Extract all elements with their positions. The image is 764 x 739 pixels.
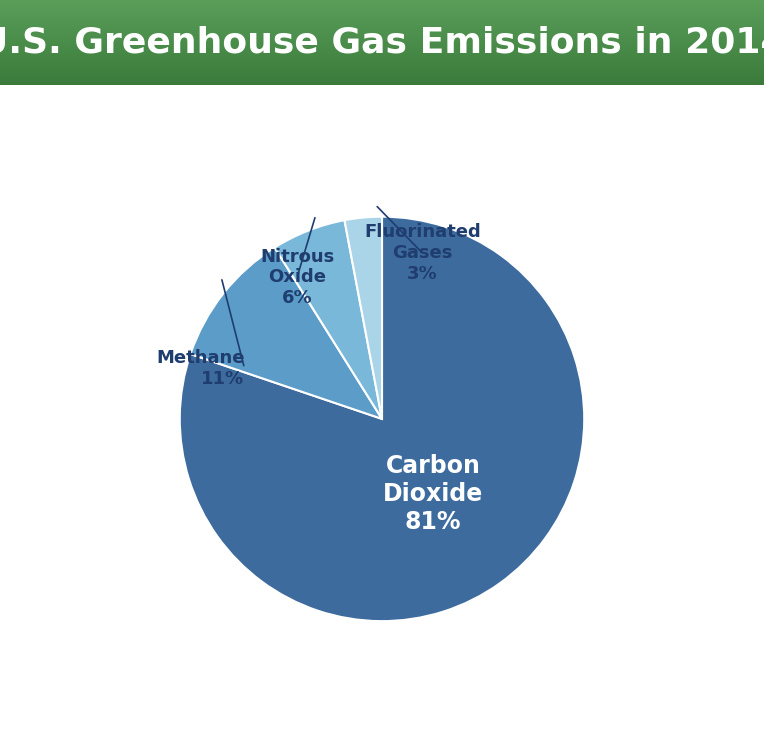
Bar — [0, 6, 764, 7]
Bar — [0, 26, 764, 27]
Bar — [0, 62, 764, 63]
Bar — [0, 5, 764, 6]
Bar — [0, 32, 764, 33]
Bar — [0, 72, 764, 73]
Bar — [0, 15, 764, 16]
Bar — [0, 78, 764, 79]
Bar — [0, 11, 764, 12]
Wedge shape — [274, 220, 382, 419]
Bar — [0, 0, 764, 1]
Bar — [0, 51, 764, 52]
Bar — [0, 13, 764, 15]
Text: Methane
11%: Methane 11% — [156, 349, 244, 388]
Text: Carbon
Dioxide
81%: Carbon Dioxide 81% — [383, 454, 484, 534]
Bar — [0, 52, 764, 53]
Wedge shape — [180, 217, 584, 621]
Bar — [0, 67, 764, 68]
Bar — [0, 84, 764, 85]
Bar — [0, 77, 764, 78]
Bar — [0, 12, 764, 13]
Bar — [0, 8, 764, 10]
Bar — [0, 16, 764, 17]
Bar — [0, 83, 764, 84]
Bar — [0, 22, 764, 23]
Bar — [0, 35, 764, 36]
Bar — [0, 47, 764, 49]
Bar — [0, 41, 764, 42]
Bar — [0, 2, 764, 4]
Bar — [0, 34, 764, 35]
Bar — [0, 17, 764, 18]
Bar — [0, 69, 764, 70]
Bar — [0, 53, 764, 55]
Bar — [0, 56, 764, 57]
Bar — [0, 73, 764, 74]
Bar — [0, 44, 764, 45]
Bar — [0, 39, 764, 40]
Bar — [0, 70, 764, 72]
Bar — [0, 80, 764, 81]
Bar — [0, 24, 764, 25]
Bar — [0, 42, 764, 44]
Bar — [0, 36, 764, 38]
Bar — [0, 38, 764, 39]
Bar — [0, 58, 764, 59]
Bar — [0, 18, 764, 19]
Bar — [0, 33, 764, 34]
Bar — [0, 49, 764, 50]
Bar — [0, 63, 764, 64]
Bar — [0, 79, 764, 80]
Text: Fluorinated
Gases
3%: Fluorinated Gases 3% — [364, 223, 481, 283]
Wedge shape — [345, 217, 382, 419]
Bar — [0, 61, 764, 62]
Bar — [0, 27, 764, 28]
Bar — [0, 28, 764, 29]
Bar — [0, 29, 764, 30]
Bar — [0, 59, 764, 61]
Bar — [0, 45, 764, 46]
Bar — [0, 40, 764, 41]
Bar — [0, 75, 764, 76]
Bar — [0, 81, 764, 83]
Wedge shape — [190, 248, 382, 419]
Text: Nitrous
Oxide
6%: Nitrous Oxide 6% — [260, 248, 334, 307]
Bar — [0, 68, 764, 69]
Bar — [0, 57, 764, 58]
Bar — [0, 30, 764, 32]
Text: U.S. Greenhouse Gas Emissions in 2014: U.S. Greenhouse Gas Emissions in 2014 — [0, 25, 764, 60]
Bar — [0, 1, 764, 2]
Bar — [0, 4, 764, 5]
Bar — [0, 46, 764, 47]
Bar — [0, 64, 764, 66]
Bar — [0, 66, 764, 67]
Bar — [0, 7, 764, 8]
Bar — [0, 50, 764, 51]
Bar — [0, 19, 764, 21]
Bar — [0, 10, 764, 11]
Bar — [0, 23, 764, 24]
Bar — [0, 74, 764, 75]
Bar — [0, 55, 764, 56]
Bar — [0, 21, 764, 22]
